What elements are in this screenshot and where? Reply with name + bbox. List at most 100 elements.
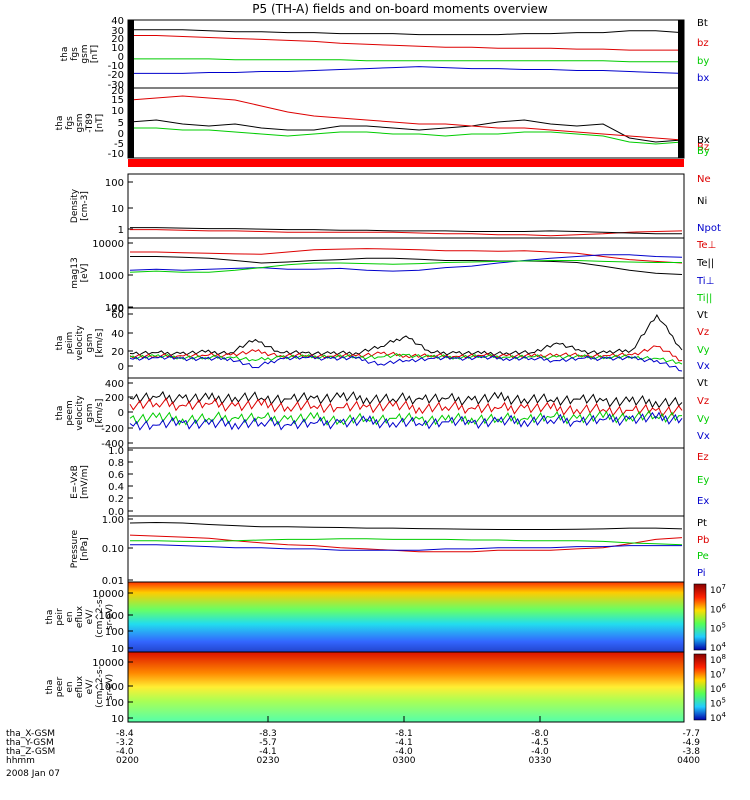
y-tick-label: 1000	[99, 611, 124, 622]
series-line	[130, 127, 683, 145]
y-axis-label: en	[65, 611, 75, 622]
legend-entry: Npot	[697, 223, 721, 234]
series-line	[130, 256, 683, 275]
y-tick-label: 10000	[92, 239, 124, 250]
legend-entry: Te⊥	[696, 240, 716, 251]
legend-entry: Vx	[697, 361, 710, 372]
y-axis-label: peir	[55, 608, 65, 626]
series-line	[129, 409, 683, 426]
legend-entry: by	[697, 56, 709, 67]
series-line	[129, 260, 682, 273]
legend-entry: Vt	[697, 310, 708, 321]
y-axis-label: Density	[70, 188, 80, 223]
legend-entry: bx	[697, 73, 709, 84]
legend-entry: Vy	[697, 345, 710, 356]
y-tick-label: 0.8	[108, 458, 124, 469]
y-tick-label: 0	[118, 129, 124, 140]
y-axis-label: eflux	[75, 605, 85, 628]
legend-entry: Ey	[697, 475, 709, 486]
date-label: 2008 Jan 07	[6, 769, 60, 779]
y-axis-label: tha	[45, 610, 55, 625]
y-axis-label: -T89	[85, 113, 95, 133]
y-axis-label: tha	[55, 336, 65, 351]
y-tick-label: 100	[105, 627, 124, 638]
y-tick-label: 0.2	[108, 494, 124, 505]
y-tick-label: 0.4	[108, 482, 124, 493]
y-axis-label: fgs	[65, 116, 75, 130]
series-line	[130, 29, 683, 36]
legend-entry: Vz	[697, 396, 709, 407]
panel-5: tha peim velocity gsm [km/s] 60 40 20 0 -20 Vt Vz Vy…	[55, 304, 710, 379]
y-axis-label: peem	[65, 400, 75, 426]
panel-frame	[127, 651, 685, 723]
panel-3: Density [cm-3] 100 10 1 Ne Ni Npot	[70, 173, 721, 239]
y-axis-label: [nT]	[95, 114, 105, 132]
series-line	[129, 534, 683, 553]
series-line	[129, 411, 683, 431]
x-tick-label: 0200	[116, 756, 139, 766]
y-tick-label: 1000	[99, 271, 124, 282]
legend-entry: bz	[697, 38, 709, 49]
y-tick-label: -10	[108, 149, 124, 160]
colorbar-tick-label: 108	[710, 653, 726, 666]
legend-entry: Ne	[697, 174, 711, 185]
colorbar-tick-label: 104	[710, 711, 726, 724]
x-axis-row-label: tha_Z-GSM	[6, 747, 55, 757]
y-tick-label: 10	[111, 106, 124, 117]
x-tick-label: -4.0	[395, 747, 413, 757]
y-tick-label: 0.6	[108, 470, 124, 481]
x-tick-label: 0230	[257, 756, 280, 766]
colorbar	[693, 583, 707, 651]
y-tick-label: 10000	[92, 658, 124, 669]
y-axis-label: [km/s]	[95, 399, 105, 428]
x-tick-label: -4.5	[531, 738, 549, 748]
y-tick-label: 10	[111, 714, 124, 725]
y-tick-label: -10	[108, 61, 124, 72]
y-tick-label: 200	[105, 393, 124, 404]
x-tick-label: -8.1	[395, 729, 413, 739]
y-axis-label: [nPa]	[80, 537, 90, 560]
series-line	[130, 227, 682, 235]
y-tick-label: 40	[111, 329, 124, 340]
legend-entry: Bx	[697, 135, 710, 146]
x-tick-label: -4.9	[682, 738, 700, 748]
y-axis-label: [eV]	[80, 264, 90, 283]
spectrogram	[128, 652, 684, 722]
y-axis-label: velocity	[75, 395, 85, 431]
legend-entry: Pi	[697, 568, 706, 579]
panel-frame	[127, 237, 685, 309]
y-axis-label: tha	[45, 680, 55, 695]
panel-8: Pressure [nPa] 1.00 0.10 0.01 Pt Pb Pe Pi	[70, 515, 709, 587]
x-tick-label: -8.0	[531, 729, 549, 739]
panel-7: E=-VxB [mV/m] 1.00.80.60.40.2 0.0 Ez Ey Ex	[70, 446, 709, 518]
data-gap-marker	[678, 88, 684, 158]
data-gap-marker	[678, 20, 684, 88]
x-tick-label: -4.0	[531, 747, 549, 757]
y-axis-label: [cm-3]	[80, 191, 90, 221]
legend-entry: Te||	[696, 258, 714, 269]
legend-entry: Ez	[697, 452, 709, 463]
y-axis-label: gsm	[75, 113, 85, 132]
legend-entry: Pe	[697, 551, 709, 562]
y-axis-label: gsm	[80, 44, 90, 63]
y-axis-label: E=-VxB	[70, 465, 80, 499]
series-line	[129, 355, 683, 372]
legend-entry: Pb	[697, 535, 709, 546]
data-gap-marker	[128, 20, 134, 88]
y-tick-label: 5	[118, 118, 124, 129]
series-line	[129, 521, 683, 530]
x-tick-label: 0400	[677, 756, 700, 766]
panel-6: tha peem velocity gsm [km/s]400 200 0 -200 -400 V…	[55, 377, 710, 450]
colorbar-tick-label: 105	[710, 622, 726, 635]
series-line	[130, 538, 683, 546]
y-tick-label: -200	[101, 424, 124, 435]
y-tick-label: 0	[118, 408, 124, 419]
y-tick-label: 100	[105, 178, 124, 189]
colorbar-tick-label: 107	[710, 583, 726, 596]
y-axis-label: sr-eV)	[105, 604, 115, 630]
y-axis-label: fgs	[70, 47, 80, 61]
panel-frame	[127, 307, 685, 379]
y-axis-label: eflux	[75, 675, 85, 698]
